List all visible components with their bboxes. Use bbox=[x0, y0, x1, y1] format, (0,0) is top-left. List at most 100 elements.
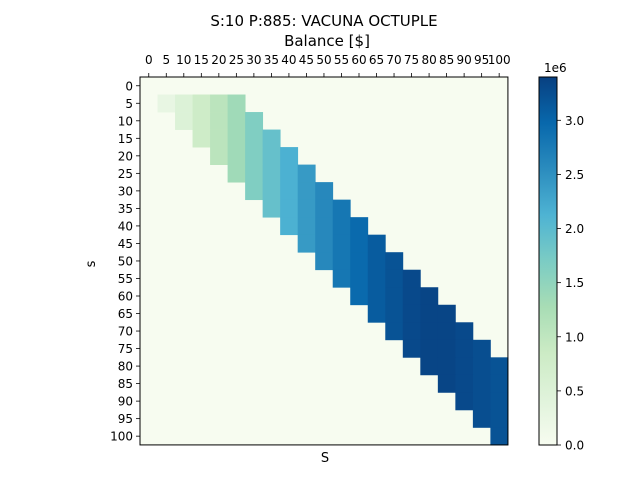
heatmap-cell bbox=[315, 199, 334, 218]
heatmap-cell bbox=[262, 199, 281, 218]
heatmap-cell bbox=[437, 339, 456, 358]
heatmap-cell bbox=[490, 409, 509, 428]
y-tick-label: 0 bbox=[125, 79, 133, 93]
heatmap-cell bbox=[367, 287, 386, 306]
y-tick-label: 75 bbox=[118, 342, 133, 356]
colorbar-tick-label: 1.0 bbox=[565, 330, 584, 344]
heatmap-cells bbox=[157, 94, 509, 446]
heatmap-cell bbox=[402, 287, 421, 306]
heatmap-cell bbox=[385, 269, 404, 288]
x-tick-label: 50 bbox=[316, 53, 331, 67]
heatmap-cell bbox=[490, 374, 509, 393]
x-tick-label: 75 bbox=[404, 53, 419, 67]
heatmap-cell bbox=[472, 339, 491, 358]
heatmap-cell bbox=[332, 269, 351, 288]
heatmap-cell bbox=[210, 147, 228, 165]
heatmap-cell bbox=[297, 217, 316, 236]
heatmap-cell bbox=[402, 269, 421, 288]
x-axis-ticks: 0 5 10 15 20 25 30 35 40 45 50 55 60 65 70 75 80 85 90 9510… bbox=[145, 53, 511, 77]
y-tick-label: 100 bbox=[110, 430, 133, 444]
heatmap-cell bbox=[332, 217, 351, 236]
heatmap-cell bbox=[350, 269, 369, 288]
x-tick-label: 70 bbox=[386, 53, 401, 67]
heatmap-cell bbox=[490, 357, 509, 376]
heatmap-cell bbox=[367, 252, 386, 271]
heatmap-cell bbox=[262, 182, 281, 201]
heatmap-cell bbox=[437, 374, 456, 393]
heatmap-cell bbox=[367, 304, 386, 323]
heatmap-cell bbox=[262, 147, 281, 165]
heatmap-cell bbox=[472, 374, 491, 393]
heatmap-cell bbox=[175, 112, 193, 130]
heatmap-cell bbox=[192, 129, 211, 148]
heatmap-cell bbox=[472, 409, 491, 428]
y-tick-label: 30 bbox=[118, 184, 133, 198]
x-tick-label: 0 bbox=[145, 53, 153, 67]
y-tick-label: 10 bbox=[118, 114, 133, 128]
x-tick-label: 95 bbox=[474, 53, 489, 67]
heatmap-cell bbox=[437, 304, 456, 323]
heatmap-cell bbox=[297, 234, 316, 253]
x-axis-label: S bbox=[321, 451, 329, 466]
y-tick-label: 70 bbox=[118, 325, 133, 339]
heatmap-cell bbox=[192, 94, 211, 113]
heatmap-cell bbox=[262, 164, 281, 183]
x-tick-label: 100 bbox=[488, 53, 511, 67]
y-tick-label: 80 bbox=[118, 360, 133, 374]
x-tick-label: 15 bbox=[194, 53, 209, 67]
heatmap-cell bbox=[192, 112, 211, 130]
heatmap-cell bbox=[350, 287, 369, 306]
heatmap-cell bbox=[315, 252, 334, 271]
y-tick-label: 40 bbox=[118, 219, 133, 233]
y-tick-label: 55 bbox=[118, 272, 133, 286]
colorbar-tick-label: 2.5 bbox=[565, 168, 584, 182]
heatmap-cell bbox=[455, 322, 474, 341]
heatmap-cell bbox=[210, 112, 228, 130]
x-tick-label: 40 bbox=[281, 53, 296, 67]
heatmap-cell bbox=[472, 357, 491, 376]
heatmap-cell bbox=[420, 322, 439, 341]
y-tick-label: 95 bbox=[118, 412, 133, 426]
y-axis-label: s bbox=[84, 260, 99, 267]
heatmap-cell bbox=[490, 427, 509, 446]
heatmap-cell bbox=[350, 252, 369, 271]
heatmap-cell bbox=[437, 322, 456, 341]
x-tick-label: 20 bbox=[211, 53, 226, 67]
heatmap-cell bbox=[315, 234, 334, 253]
colorbar: 0.0 0.5 1.0 1.5 2.0 2.5 3.0 1e6 bbox=[538, 61, 584, 453]
heatmap-cell bbox=[420, 339, 439, 358]
heatmap-cell bbox=[472, 392, 491, 411]
heatmap-cell bbox=[437, 357, 456, 376]
heatmap-cell bbox=[280, 182, 299, 201]
heatmap-cell bbox=[367, 269, 386, 288]
heatmap-cell bbox=[245, 164, 264, 183]
heatmap-cell bbox=[280, 147, 299, 165]
chart-title: S:10 P:885: VACUNA OCTUPLE bbox=[210, 12, 437, 30]
x-tick-label: 60 bbox=[351, 53, 366, 67]
colorbar-ticks: 0.0 0.5 1.0 1.5 2.0 2.5 3.0 bbox=[557, 114, 584, 453]
heatmap-cell bbox=[385, 322, 404, 341]
heatmap-cell bbox=[175, 94, 193, 113]
heatmap-cell bbox=[455, 374, 474, 393]
heatmap-cell bbox=[227, 147, 246, 165]
heatmap-cell bbox=[455, 357, 474, 376]
heatmap-plot-area bbox=[139, 76, 509, 446]
heatmap-cell bbox=[297, 164, 316, 183]
y-tick-label: 5 bbox=[125, 97, 133, 111]
y-tick-label: 45 bbox=[118, 237, 133, 251]
heatmap-cell bbox=[227, 94, 246, 113]
colorbar-tick-label: 0.0 bbox=[565, 439, 584, 453]
heatmap-cell bbox=[315, 182, 334, 201]
heatmap-cell bbox=[210, 94, 228, 113]
heatmap-cell bbox=[420, 357, 439, 376]
y-tick-label: 85 bbox=[118, 377, 133, 391]
x-tick-label: 85 bbox=[439, 53, 454, 67]
y-tick-label: 50 bbox=[118, 254, 133, 268]
heatmap-cell bbox=[227, 164, 246, 183]
y-tick-label: 90 bbox=[118, 395, 133, 409]
heatmap-cell bbox=[402, 304, 421, 323]
colorbar-tick-label: 2.0 bbox=[565, 222, 584, 236]
x-tick-label: 80 bbox=[421, 53, 436, 67]
heatmap-cell bbox=[455, 392, 474, 411]
heatmap-cell bbox=[350, 234, 369, 253]
